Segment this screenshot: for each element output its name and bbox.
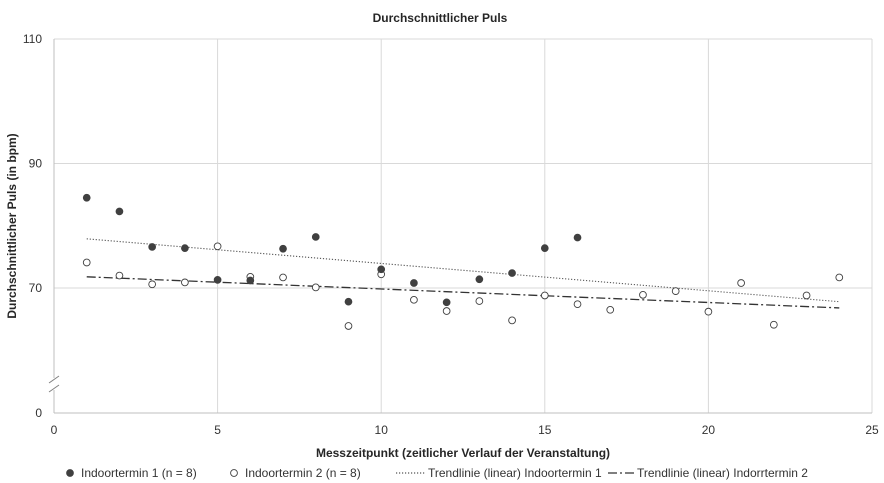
data-point-indoortermin-2	[606, 305, 615, 314]
data-point-indoortermin-1	[344, 297, 353, 306]
axis-break-mark	[48, 384, 60, 393]
trendlines	[86, 238, 840, 309]
data-point-indoortermin-2	[737, 279, 745, 287]
x-tick-label: 15	[538, 423, 552, 437]
data-point-indoortermin-1	[213, 276, 222, 284]
data-point-indoortermin-2	[82, 258, 91, 267]
data-point-indoortermin-2	[344, 322, 353, 330]
chart-title: Durchschnittlicher Puls	[373, 11, 508, 25]
data-point-indoortermin-2	[213, 242, 222, 251]
y-axis-title: Durchschnittlicher Puls (in bpm)	[5, 133, 19, 318]
data-point-indoortermin-2	[148, 280, 157, 289]
data-point-indoortermin-2	[802, 291, 811, 300]
x-tick-label: 20	[702, 423, 716, 437]
data-point-indoortermin-1	[573, 233, 582, 242]
legend-marker-symbol	[66, 469, 74, 477]
data-point-indoortermin-1	[410, 279, 418, 287]
data-point-indoortermin-1	[246, 276, 255, 285]
data-point-indoortermin-2	[181, 278, 189, 287]
data-point-indoortermin-1	[279, 244, 287, 253]
data-point-indoortermin-1	[475, 275, 484, 284]
legend-label: Indoortermin 2 (n = 8)	[245, 466, 361, 480]
data-point-indoortermin-2	[475, 297, 484, 305]
data-point-indoortermin-1	[82, 193, 91, 202]
data-point-indoortermin-2	[279, 273, 287, 282]
data-point-indoortermin-1	[311, 233, 320, 241]
data-point-indoortermin-2	[508, 316, 516, 325]
data-points	[82, 193, 844, 330]
data-point-indoortermin-2	[573, 300, 582, 309]
legend-label: Trendlinie (linear) Indoortermin 1	[428, 466, 602, 480]
data-point-indoortermin-2	[115, 271, 124, 280]
x-tick-label: 25	[865, 423, 879, 437]
grid-lines	[54, 38, 873, 413]
data-point-indoortermin-1	[540, 244, 549, 253]
data-point-indoortermin-2	[639, 290, 647, 299]
data-point-indoortermin-1	[148, 243, 157, 251]
legend-label: Trendlinie (linear) Indorrtermin 2	[637, 466, 808, 480]
data-point-indoortermin-2	[311, 283, 320, 292]
data-point-indoortermin-2	[540, 291, 549, 300]
data-point-indoortermin-1	[508, 269, 516, 277]
x-tick-label: 10	[375, 423, 389, 437]
y-tick-label: 110	[23, 32, 42, 46]
data-point-indoortermin-1	[181, 244, 189, 253]
data-point-indoortermin-2	[704, 307, 713, 316]
data-point-indoortermin-1	[377, 265, 386, 274]
data-point-indoortermin-1	[442, 298, 451, 307]
y-tick-label: 70	[29, 281, 43, 295]
x-tick-label: 0	[51, 423, 58, 437]
data-point-indoortermin-1	[115, 207, 124, 216]
y-tick-label: 0	[35, 406, 42, 420]
data-point-indoortermin-2	[835, 273, 844, 282]
trendline	[86, 276, 840, 309]
data-point-indoortermin-2	[442, 307, 451, 315]
axes	[48, 39, 872, 414]
legend-marker-symbol	[230, 469, 238, 477]
legend: Indoortermin 1 (n = 8) Indoortermin 2 (n …	[66, 466, 808, 480]
legend-label: Indoortermin 1 (n = 8)	[81, 466, 197, 480]
x-axis-title: Messzeitpunkt (zeitlicher Verlauf der Ve…	[316, 446, 610, 460]
data-point-indoortermin-2	[671, 287, 680, 295]
data-point-indoortermin-2	[410, 295, 418, 304]
tick-labels: 0 5 10 15 20 25 0 70 90 110	[23, 32, 879, 437]
y-tick-label: 90	[29, 157, 43, 171]
x-tick-label: 5	[214, 423, 221, 437]
axis-break-mark	[48, 375, 60, 384]
data-point-indoortermin-2	[769, 320, 778, 329]
